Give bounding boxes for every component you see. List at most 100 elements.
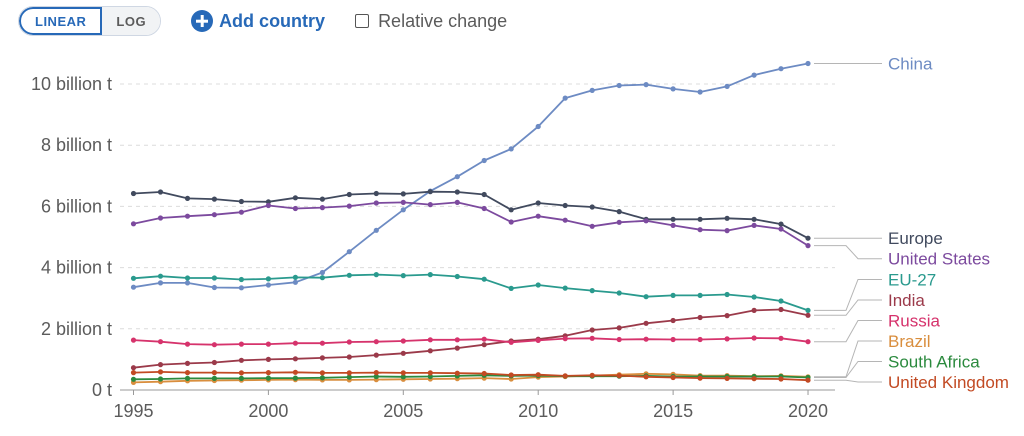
data-point (157, 369, 164, 375)
data-point (130, 370, 137, 376)
data-point (346, 249, 352, 255)
data-point (238, 209, 244, 215)
series-label-india: India (888, 291, 925, 310)
data-point (130, 190, 137, 197)
data-point (751, 307, 757, 313)
data-point (562, 95, 568, 101)
data-point (346, 354, 352, 360)
data-point (697, 89, 703, 95)
data-point (373, 227, 379, 233)
data-point (373, 272, 379, 278)
data-point (130, 337, 137, 343)
data-point (589, 335, 595, 341)
data-point (805, 307, 811, 313)
data-point (643, 294, 649, 300)
data-point (400, 199, 406, 205)
axes: 0 t 2 billion t 4 billion t 6 billion t 8 bi… (31, 74, 835, 421)
data-point (292, 205, 298, 212)
data-point (697, 292, 703, 298)
data-point (184, 375, 191, 381)
data-point (562, 202, 568, 209)
data-point (778, 335, 784, 341)
data-point (643, 320, 649, 326)
series-line (133, 201, 809, 247)
data-point (130, 284, 137, 290)
data-point (508, 207, 514, 213)
data-point (724, 313, 730, 319)
data-point (697, 314, 703, 321)
data-point (508, 219, 514, 225)
data-point (184, 370, 191, 376)
data-point (670, 292, 676, 298)
data-point (778, 66, 784, 72)
data-point (643, 374, 649, 380)
data-point (508, 146, 514, 152)
relative-change-checkbox[interactable] (355, 14, 370, 28)
data-point (157, 339, 164, 345)
data-point (670, 336, 676, 343)
data-point (157, 376, 164, 382)
data-point (238, 341, 244, 347)
data-point (184, 360, 191, 366)
label-connector (814, 279, 882, 311)
series-line (133, 190, 809, 239)
data-point (589, 327, 595, 333)
data-point (751, 216, 757, 222)
data-point (373, 339, 379, 345)
data-point (400, 191, 406, 197)
data-point (292, 274, 298, 280)
data-point (211, 284, 217, 291)
data-point (211, 275, 217, 281)
add-country-button[interactable]: Add country (191, 10, 325, 32)
data-point (535, 213, 541, 219)
data-point (481, 205, 487, 212)
data-point (616, 373, 622, 379)
data-point (238, 285, 244, 291)
linear-scale-button[interactable]: LINEAR (19, 7, 103, 35)
data-point (211, 359, 217, 366)
data-point (292, 279, 298, 285)
data-point (265, 276, 271, 282)
data-point (346, 339, 352, 345)
data-point (643, 82, 649, 88)
data-point (454, 174, 460, 180)
data-point (427, 337, 433, 343)
data-point (535, 372, 541, 378)
data-point (670, 222, 676, 228)
data-point (130, 365, 137, 371)
data-point (211, 196, 217, 202)
data-point (184, 213, 191, 219)
data-point (292, 369, 298, 375)
data-point (751, 376, 757, 382)
data-point (643, 336, 649, 342)
label-connector (814, 245, 882, 260)
data-point (265, 370, 271, 376)
relative-change-toggle[interactable]: Relative change (355, 11, 507, 32)
log-scale-button[interactable]: LOG (102, 7, 161, 35)
data-point (724, 215, 730, 221)
y-tick-label: 4 billion t (41, 258, 112, 278)
series-line (133, 337, 809, 346)
data-point (292, 375, 298, 381)
data-point (319, 375, 325, 381)
series-line (133, 372, 809, 384)
data-point (805, 339, 811, 345)
data-point (427, 370, 433, 376)
data-point (670, 86, 676, 92)
data-point (724, 83, 730, 89)
series-india (130, 306, 811, 371)
series-line (133, 62, 809, 289)
data-point (319, 370, 325, 376)
scale-toggle: LINEAR LOG (18, 6, 162, 36)
data-point (670, 216, 676, 222)
series-line (133, 374, 809, 381)
data-point (373, 200, 379, 206)
data-point (589, 288, 595, 294)
gridlines (120, 83, 835, 330)
data-point (481, 342, 487, 348)
data-point (535, 123, 541, 130)
data-point (805, 243, 811, 249)
y-tick-label: 0 t (92, 380, 112, 400)
x-tick-label: 2000 (248, 401, 288, 421)
data-point (751, 294, 757, 300)
